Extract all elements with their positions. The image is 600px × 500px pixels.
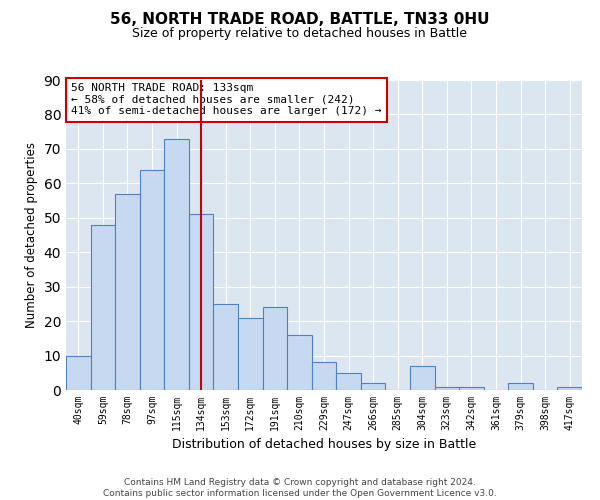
Bar — [287, 335, 312, 390]
Bar — [238, 318, 263, 390]
Bar — [336, 373, 361, 390]
Bar — [115, 194, 140, 390]
Y-axis label: Number of detached properties: Number of detached properties — [25, 142, 38, 328]
Bar — [189, 214, 214, 390]
Bar — [312, 362, 336, 390]
Text: Contains HM Land Registry data © Crown copyright and database right 2024.
Contai: Contains HM Land Registry data © Crown c… — [103, 478, 497, 498]
Bar — [214, 304, 238, 390]
Bar — [66, 356, 91, 390]
X-axis label: Distribution of detached houses by size in Battle: Distribution of detached houses by size … — [172, 438, 476, 452]
Text: 56 NORTH TRADE ROAD: 133sqm
← 58% of detached houses are smaller (242)
41% of se: 56 NORTH TRADE ROAD: 133sqm ← 58% of det… — [71, 83, 382, 116]
Bar — [361, 383, 385, 390]
Bar — [164, 138, 189, 390]
Text: Size of property relative to detached houses in Battle: Size of property relative to detached ho… — [133, 28, 467, 40]
Bar — [434, 386, 459, 390]
Bar — [263, 308, 287, 390]
Bar — [508, 383, 533, 390]
Bar — [557, 386, 582, 390]
Bar — [410, 366, 434, 390]
Text: 56, NORTH TRADE ROAD, BATTLE, TN33 0HU: 56, NORTH TRADE ROAD, BATTLE, TN33 0HU — [110, 12, 490, 28]
Bar — [91, 224, 115, 390]
Bar — [140, 170, 164, 390]
Bar — [459, 386, 484, 390]
